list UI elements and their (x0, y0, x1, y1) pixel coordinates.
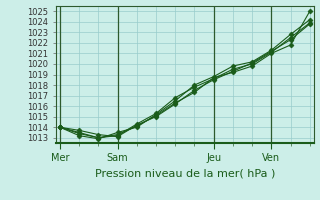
X-axis label: Pression niveau de la mer( hPa ): Pression niveau de la mer( hPa ) (95, 169, 275, 179)
